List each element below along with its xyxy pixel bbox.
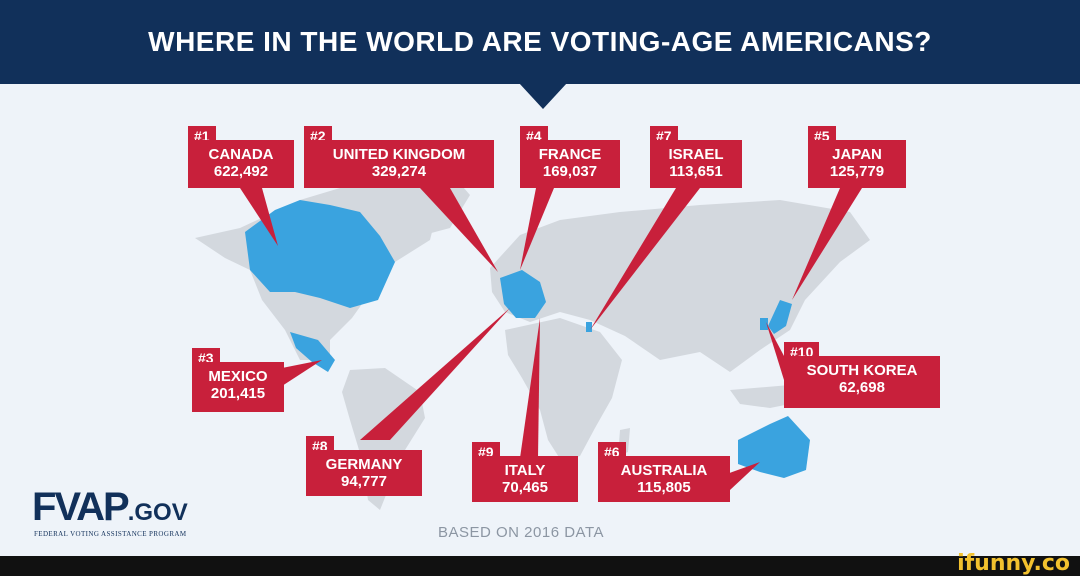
logo-suffix: .GOV <box>127 499 188 526</box>
header-notch <box>519 83 567 109</box>
france-pointer <box>520 188 554 270</box>
africa-landmass <box>505 318 622 462</box>
header-bar <box>0 0 1080 84</box>
country-label-italy: ITALY 70,465 <box>472 456 578 502</box>
watermark: ifunny.co <box>957 551 1070 576</box>
page-title: WHERE IN THE WORLD ARE VOTING-AGE AMERIC… <box>148 26 932 57</box>
country-value: 201,415 <box>210 385 266 402</box>
canada-highlight <box>245 200 395 308</box>
country-label-germany: GERMANY 94,777 <box>306 450 422 496</box>
fvap-logo[interactable]: FVAP.GOV FEDERAL VOTING ASSISTANCE PROGR… <box>32 485 212 545</box>
south-korea-highlight <box>760 318 768 330</box>
country-label-south-korea: SOUTH KOREA 62,698 <box>784 356 940 408</box>
country-value: 113,651 <box>669 163 723 180</box>
country-label-uk: UNITED KINGDOM 329,274 <box>304 140 494 188</box>
country-name: CANADA <box>208 146 274 163</box>
country-value: 62,698 <box>839 379 885 396</box>
italy-pointer <box>520 318 540 458</box>
country-label-japan: JAPAN 125,779 <box>808 140 906 188</box>
uk-pointer <box>420 188 498 272</box>
country-name: MEXICO <box>208 368 268 385</box>
country-label-mexico: MEXICO 201,415 <box>192 362 284 412</box>
south-korea-pointer <box>766 322 784 380</box>
germany-pointer <box>360 308 510 440</box>
country-label-israel: ISRAEL 113,651 <box>650 140 742 188</box>
country-name: SOUTH KOREA <box>806 362 918 379</box>
europe-highlight <box>500 270 546 318</box>
logo-tagline: FEDERAL VOTING ASSISTANCE PROGRAM <box>34 530 187 538</box>
country-label-australia: AUSTRALIA 115,805 <box>598 456 730 502</box>
japan-pointer <box>792 188 862 300</box>
israel-pointer <box>590 188 700 330</box>
country-label-canada: CANADA 622,492 <box>188 140 294 188</box>
country-value: 622,492 <box>213 163 269 180</box>
japan-highlight <box>768 300 792 334</box>
logo-wordmark: FVAP.GOV <box>32 485 188 535</box>
footer-bar <box>0 556 1080 576</box>
country-name: ISRAEL <box>668 146 724 163</box>
country-name: JAPAN <box>832 146 882 163</box>
canada-pointer <box>240 188 278 246</box>
israel-highlight <box>586 322 592 332</box>
logo-main: FVAP <box>32 485 130 529</box>
country-value: 329,274 <box>371 163 427 180</box>
mexico-highlight <box>290 332 335 372</box>
country-name: UNITED KINGDOM <box>332 146 466 163</box>
country-name: FRANCE <box>538 146 602 163</box>
country-name: GERMANY <box>325 456 403 473</box>
australia-highlight <box>738 416 810 478</box>
country-value: 115,805 <box>637 479 691 496</box>
mexico-pointer <box>282 360 322 386</box>
country-name: ITALY <box>504 462 546 479</box>
country-value: 169,037 <box>542 163 598 180</box>
data-note: BASED ON 2016 DATA <box>438 524 605 541</box>
country-value: 94,777 <box>341 473 387 490</box>
country-value: 70,465 <box>502 479 548 496</box>
country-label-france: FRANCE 169,037 <box>520 140 620 188</box>
country-name: AUSTRALIA <box>620 462 708 479</box>
country-value: 125,779 <box>829 163 885 180</box>
